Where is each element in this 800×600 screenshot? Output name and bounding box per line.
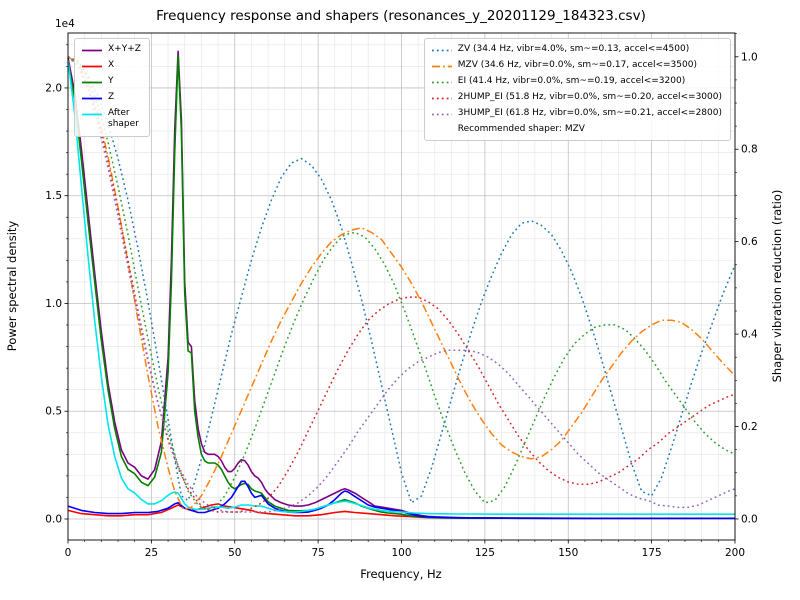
plot-border <box>67 32 736 541</box>
svg-text:1.0: 1.0 <box>741 51 758 63</box>
legend-line-swatch <box>82 97 102 100</box>
legend-psd-item-z-label: Z <box>108 92 115 102</box>
x-axis-label: Frequency, Hz <box>360 567 441 581</box>
legend-shaper-item-3hump-ei: 3HUMP_EI (61.8 Hz, vibr=0.0%, sm~=0.21, … <box>431 108 722 120</box>
legend-shaper-item-mzv-label: MZV (34.6 Hz, vibr=0.0%, sm~=0.17, accel… <box>457 60 697 70</box>
legend-line-swatch <box>82 81 102 84</box>
chart-title: Frequency response and shapers (resonanc… <box>156 8 646 24</box>
series-3HUMP_EI <box>67 56 736 513</box>
svg-text:1.0: 1.0 <box>45 298 62 310</box>
legend-recommended-shaper-note: Recommended shaper: MZV <box>431 124 722 135</box>
svg-text:200: 200 <box>725 547 745 559</box>
shaper-series <box>67 56 736 513</box>
legend-line-swatch <box>431 65 452 68</box>
legend-psd-item-x-y-z-label: X+Y+Z <box>108 44 141 54</box>
svg-text:50: 50 <box>228 547 241 559</box>
svg-text:100: 100 <box>391 547 411 559</box>
svg-text:2.0: 2.0 <box>45 82 62 94</box>
legend-shaper-item-zv-label: ZV (34.4 Hz, vibr=4.0%, sm~=0.13, accel<… <box>457 44 690 54</box>
legend-psd-item-z: Z <box>81 92 141 104</box>
legend-psd: X+Y+Z X Y Z After shaper <box>74 38 150 137</box>
legend-shaper-item-zv: ZV (34.4 Hz, vibr=4.0%, sm~=0.13, accel<… <box>431 44 722 56</box>
svg-text:1.5: 1.5 <box>45 190 62 202</box>
series-ZV <box>67 56 736 504</box>
series-Y <box>67 54 735 520</box>
legend-line-swatch <box>82 49 102 52</box>
legend-line-swatch <box>82 113 102 116</box>
svg-text:0.6: 0.6 <box>741 236 758 248</box>
svg-text:75: 75 <box>311 547 324 559</box>
legend-shaper-item-2hump-ei-label: 2HUMP_EI (51.8 Hz, vibr=0.0%, sm~=0.20, … <box>457 92 722 102</box>
svg-text:0.2: 0.2 <box>741 421 758 433</box>
series-MZV <box>67 56 736 511</box>
legend-shaper-item-2hump-ei: 2HUMP_EI (51.8 Hz, vibr=0.0%, sm~=0.20, … <box>431 92 722 104</box>
legend-psd-item-y: Y <box>81 76 141 88</box>
svg-text:150: 150 <box>558 547 578 559</box>
legend-line-swatch <box>82 65 102 68</box>
y-axis-label-left: Power spectral density <box>5 221 19 352</box>
legend-recommended-shaper-note-label: Recommended shaper: MZV <box>457 124 585 134</box>
legend-shaper-item-ei-label: EI (41.4 Hz, vibr=0.0%, sm~=0.19, accel<… <box>457 76 686 86</box>
legend-psd-item-x-label: X <box>108 60 115 70</box>
legend-shaper-item-mzv: MZV (34.6 Hz, vibr=0.0%, sm~=0.17, accel… <box>431 60 722 72</box>
svg-text:0.4: 0.4 <box>741 329 758 341</box>
legend-shapers: ZV (34.4 Hz, vibr=4.0%, sm~=0.13, accel<… <box>423 38 731 142</box>
legend-shaper-item-3hump-ei-label: 3HUMP_EI (61.8 Hz, vibr=0.0%, sm~=0.21, … <box>457 108 722 118</box>
legend-psd-item-x: X <box>81 60 141 72</box>
psd-series <box>67 50 735 520</box>
series-2HUMP_EI <box>67 56 736 513</box>
svg-text:0: 0 <box>65 547 72 559</box>
svg-text:0.8: 0.8 <box>741 144 758 156</box>
legend-line-swatch <box>431 49 452 52</box>
svg-text:0.0: 0.0 <box>741 513 758 525</box>
series-After-shaper <box>67 59 735 515</box>
svg-text:175: 175 <box>642 547 662 559</box>
legend-line-swatch <box>431 81 452 84</box>
legend-line-swatch <box>431 113 452 116</box>
y-axis-offset-label: 1e4 <box>55 18 75 30</box>
legend-psd-item-y-label: Y <box>108 76 114 86</box>
legend-psd-item-after-shaper-label: After shaper <box>108 108 139 130</box>
legend-line-swatch <box>431 97 452 100</box>
svg-text:125: 125 <box>475 547 495 559</box>
legend-psd-item-after-shaper: After shaper <box>81 108 141 131</box>
y-axis-label-right: Shaper vibration reduction (ratio) <box>770 190 784 383</box>
svg-text:0.0: 0.0 <box>45 513 62 525</box>
legend-shaper-item-ei: EI (41.4 Hz, vibr=0.0%, sm~=0.19, accel<… <box>431 76 722 88</box>
series-EI <box>67 56 736 511</box>
tick-labels: 0 25 50 75 100 125 150 175 200 0.0 0.5 1.0 1.5 2.0 0.0… <box>45 51 758 559</box>
svg-text:0.5: 0.5 <box>45 406 62 418</box>
legend-psd-item-x-y-z: X+Y+Z <box>81 44 141 56</box>
svg-text:25: 25 <box>145 547 158 559</box>
